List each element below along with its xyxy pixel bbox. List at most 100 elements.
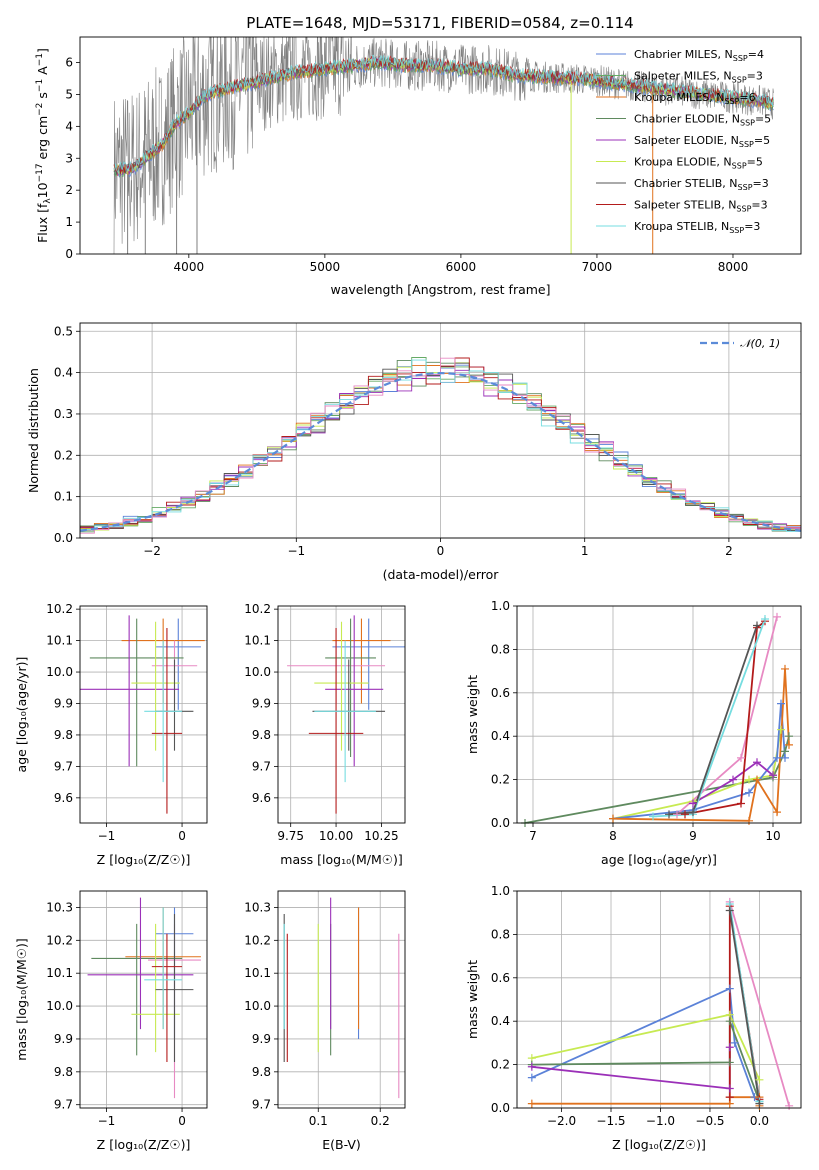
legend-label: Kroupa STELIB, NSSP=3 [634,220,760,235]
y-tick-label: 0.5 [54,324,73,338]
y-tick-label: 0.4 [491,1014,510,1028]
weight-marker [753,621,761,630]
panel-spectrum: 4000 5000 6000 7000 8000 0 1 2 3 4 5 6 wavelength [A… [35,36,802,297]
y-tick-label: 0.0 [54,531,73,545]
weight-marker [737,753,745,762]
y-tick-label: 0.6 [491,686,510,700]
y-tick-label: 0.8 [491,927,510,941]
y-axis-label: Flux [fλ10−17 erg cm−2 s−1 A−1] [35,48,53,243]
axes-frame [277,605,406,824]
x-tick-label: −2.0 [547,1114,576,1128]
weight-marker [609,814,617,823]
x-tick-label: 0.1 [309,1114,328,1128]
y-tick-label: 0.3 [54,407,73,421]
y-tick-label: 1.0 [491,599,510,613]
legend-label: Salpeter MILES, NSSP=3 [634,70,763,85]
legend-label: Chabrier ELODIE, NSSP=5 [634,113,771,128]
y-tick-label: 9.9 [252,1032,271,1046]
plot-area [87,897,201,1099]
plot-area [80,615,205,814]
weight-marker [773,753,781,762]
y-tick-label: 9.8 [252,1065,271,1079]
legend-label: Salpeter ELODIE, NSSP=5 [634,134,770,149]
y-tick-label: 0.2 [491,773,510,787]
y-axis-label: mass weight [465,960,480,1039]
weight-marker [785,740,793,749]
panel-mass-weight-vs-z: −2.0 −1.5 −1.0 −0.5 0.0 0.0 0.2 0.4 0.6 0.8 1.0 Z [… [465,884,802,1152]
x-tick-label: 4000 [174,260,205,274]
weight-marker [737,799,745,808]
weight-marker [527,1073,536,1082]
y-tick-label: 0.4 [491,729,510,743]
y-tick-label: 10.1 [244,634,271,648]
weight-marker [773,808,781,817]
weight-marker [730,1038,739,1047]
y-tick-label: 0.1 [54,490,73,504]
x-tick-label: 7 [529,829,537,843]
plot-area [283,897,400,1099]
weight-marker [665,810,673,819]
weight-marker [785,1101,794,1110]
weight-marker [745,816,753,825]
weight-marker [773,612,781,621]
y-tick-label: 10.2 [46,933,73,947]
y-tick-label: 10.1 [244,966,271,980]
y-tick-label: 9.7 [54,1098,73,1112]
weight-marker [745,788,753,797]
y-tick-label: 0.6 [491,971,510,985]
y-tick-label: 10.0 [46,665,73,679]
weight-line [728,901,790,1107]
weight-marker [725,1043,734,1052]
y-tick-label: 10.2 [46,602,73,616]
y-tick-label: 9.8 [54,1065,73,1079]
panel-mass-vs-e-b-v-: 0.1 0.2 9.7 9.8 9.9 10.0 10.1 10.2 10.3 E(B-V) [244,890,406,1152]
weight-line [531,1096,761,1106]
x-axis-label: E(B-V) [322,1137,361,1152]
weight-line [668,625,758,816]
x-tick-label: 10 [765,829,780,843]
y-tick-label: 10.2 [244,602,271,616]
x-tick-label: 0.2 [371,1114,390,1128]
legend-label: Salpeter STELIB, NSSP=3 [634,199,768,214]
x-tick-label: 0 [178,829,186,843]
weight-marker [755,1075,764,1084]
y-tick-label: 9.8 [54,728,73,742]
weight-marker [689,799,697,808]
panel-age-vs-z: −1 0 9.6 9.7 9.8 9.9 10.0 10.1 10.2 Z [log₁₀(Z/Z☉… [14,602,208,867]
weight-marker [729,775,737,784]
weight-marker [777,699,785,708]
x-tick-label: −1 [98,829,116,843]
weight-marker [753,758,761,767]
x-tick-label: 2 [725,544,733,558]
weight-marker [649,812,657,821]
axes-frame [79,605,208,824]
weight-marker [781,664,789,673]
x-axis-label: age [log₁₀(age/yr)] [601,852,717,867]
figure-title: PLATE=1648, MJD=53171, FIBERID=0584, z=0… [246,14,633,32]
y-tick-label: 0.8 [491,642,510,656]
x-axis-label: mass [log₁₀(M/M☉)] [280,852,402,867]
y-tick-label: 0.4 [54,366,73,380]
weight-line [684,620,766,816]
weight-marker [673,810,681,819]
weight-marker [527,1099,536,1108]
weight-marker [761,615,769,624]
weight-line [692,761,774,805]
y-tick-label: 10.0 [46,999,73,1013]
axes-frame [79,36,802,255]
x-tick-label: 0 [437,544,445,558]
weight-marker [725,906,734,915]
y-tick-label: 0.2 [491,1058,510,1072]
weight-marker [725,1084,734,1093]
weight-marker [753,775,761,784]
x-tick-label: 8000 [718,260,749,274]
y-axis-label: Normed distribution [26,368,41,493]
y-tick-label: 9.9 [252,696,271,710]
legend-label: Chabrier MILES, NSSP=4 [634,48,764,63]
weight-marker [785,732,793,741]
y-axis-label: age [log₁₀(age/yr)] [14,657,29,773]
x-tick-label: 5000 [310,260,341,274]
x-tick-label: 10.25 [364,829,398,843]
x-tick-label: 10.00 [319,829,353,843]
weight-marker [769,771,777,780]
